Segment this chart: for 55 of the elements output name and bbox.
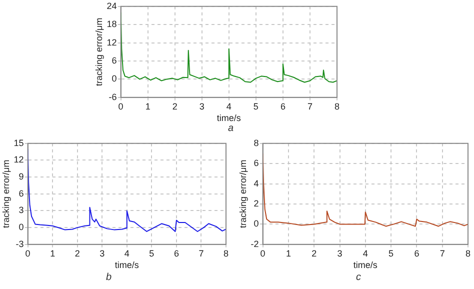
- y-tick-label: -2: [250, 238, 259, 249]
- y-tick-label: 4: [254, 178, 259, 188]
- y-tick-label: 0: [18, 222, 24, 232]
- x-tick-label: 7: [198, 248, 204, 258]
- x-tick-label: 3: [199, 101, 204, 112]
- y-axis-title: tracking error/μm: [238, 160, 248, 228]
- x-tick-label: 6: [280, 101, 286, 112]
- x-tick-label: 5: [149, 248, 154, 258]
- x-tick-label: 4: [226, 101, 232, 112]
- x-tick-label: 3: [337, 248, 342, 258]
- y-tick-label: 12: [106, 37, 117, 48]
- y-tick-label: 9: [18, 172, 24, 182]
- x-tick-label: 1: [145, 101, 150, 112]
- y-tick-label: 6: [18, 188, 24, 198]
- x-tick-label: 2: [172, 101, 178, 112]
- x-axis-title: time/s: [353, 260, 378, 270]
- x-tick-label: 5: [253, 101, 258, 112]
- x-axis-title: time/s: [216, 113, 242, 124]
- x-tick-label: 1: [286, 248, 291, 258]
- x-tick-label: 4: [362, 248, 368, 258]
- x-tick-label: 3: [100, 248, 105, 258]
- x-tick-label: 2: [312, 248, 317, 258]
- y-tick-label: 12: [14, 154, 24, 165]
- x-tick-label: 0: [25, 248, 30, 258]
- y-tick-label: 0: [112, 74, 117, 84]
- y-tick-label: 15: [14, 138, 24, 148]
- y-tick-label: 0: [254, 218, 259, 229]
- y-tick-label: 18: [106, 19, 117, 30]
- x-tick-label: 0: [260, 248, 266, 258]
- x-tick-label: 6: [174, 248, 179, 258]
- x-axis-title: time/s: [114, 260, 140, 270]
- text: c: [356, 272, 361, 283]
- text: b: [106, 272, 112, 283]
- text: a: [228, 123, 234, 134]
- x-tick-label: 8: [334, 101, 340, 112]
- y-axis-title: tracking error/μm: [94, 18, 104, 86]
- y-tick-label: 6: [112, 55, 117, 66]
- y-tick-label: 2: [254, 198, 259, 208]
- x-tick-label: 0: [118, 101, 124, 112]
- x-tick-label: 7: [440, 248, 445, 258]
- x-tick-label: 1: [50, 248, 56, 258]
- y-tick-label: -6: [108, 92, 117, 102]
- x-tick-label: 5: [388, 248, 394, 258]
- y-tick-label: 8: [254, 138, 259, 148]
- y-tick-label: 24: [106, 0, 117, 11]
- x-tick-label: 6: [414, 248, 420, 258]
- x-tick-label: 2: [74, 248, 80, 258]
- y-tick-label: 3: [18, 205, 24, 216]
- y-tick-label: 6: [254, 158, 259, 168]
- y-axis-title: tracking error/μm: [0, 160, 11, 228]
- x-tick-label: 8: [223, 248, 229, 258]
- x-tick-label: 7: [307, 101, 312, 112]
- x-tick-label: 8: [465, 248, 471, 258]
- y-tick-label: -3: [16, 238, 24, 249]
- x-tick-label: 4: [124, 248, 130, 258]
